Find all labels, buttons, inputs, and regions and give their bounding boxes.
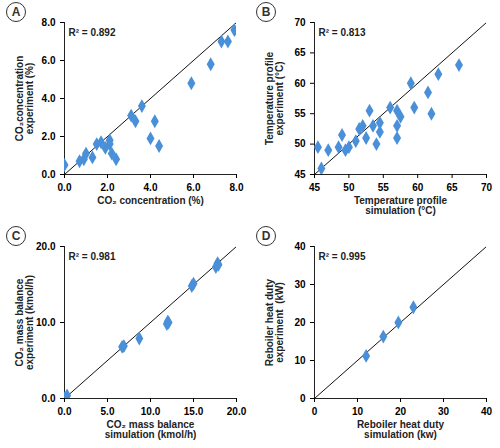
- svg-text:20: 20: [294, 317, 306, 328]
- svg-text:0: 0: [312, 406, 318, 417]
- svg-text:Reboiler heat dutyexperiment: Reboiler heat dutyexperiment (kW): [264, 278, 285, 366]
- svg-text:Reboiler heat dutysimulation (: Reboiler heat dutysimulation (kw): [357, 419, 445, 440]
- html-text:B: B: [261, 5, 271, 19]
- svg-text:6.0: 6.0: [187, 182, 201, 193]
- svg-text:70: 70: [294, 17, 306, 28]
- svg-text:Temperature profileexperiment: Temperature profileexperiment (°C): [264, 51, 285, 145]
- svg-text:6.0: 6.0: [42, 55, 56, 66]
- svg-text:2.0: 2.0: [42, 131, 56, 142]
- svg-text:10.0: 10.0: [36, 317, 56, 328]
- svg-text:R² = 0.813: R² = 0.813: [319, 27, 366, 38]
- svg-text:0: 0: [300, 393, 306, 404]
- svg-text:5.0: 5.0: [101, 406, 115, 417]
- svg-text:8.0: 8.0: [230, 182, 244, 193]
- svg-text:45: 45: [294, 169, 306, 180]
- svg-text:10: 10: [294, 355, 306, 366]
- svg-text:40: 40: [481, 406, 493, 417]
- svg-text:50: 50: [343, 182, 355, 193]
- svg-text:Temperature profilesimulation: Temperature profilesimulation (°C): [354, 195, 448, 216]
- svg-text:0.0: 0.0: [58, 406, 72, 417]
- svg-text:4.0: 4.0: [42, 93, 56, 104]
- svg-text:65: 65: [447, 182, 459, 193]
- svg-text:CO₂ mass balanceexperiment (km: CO₂ mass balanceexperiment (kmol/h): [14, 275, 35, 370]
- svg-text:50: 50: [294, 138, 306, 149]
- svg-text:70: 70: [481, 182, 493, 193]
- svg-text:55: 55: [378, 182, 390, 193]
- svg-text:0.0: 0.0: [58, 182, 72, 193]
- html-text:A: A: [11, 5, 21, 19]
- svg-text:10.0: 10.0: [141, 406, 161, 417]
- svg-text:R² = 0.995: R² = 0.995: [319, 251, 366, 262]
- svg-text:30: 30: [294, 279, 306, 290]
- svg-text:8.0: 8.0: [42, 17, 56, 28]
- svg-text:15.0: 15.0: [184, 406, 204, 417]
- svg-text:CO₂ mass balancesimulation (km: CO₂ mass balancesimulation (kmol/h): [105, 419, 197, 440]
- svg-text:20.0: 20.0: [36, 241, 56, 252]
- svg-text:20.0: 20.0: [227, 406, 247, 417]
- svg-text:0.0: 0.0: [42, 393, 56, 404]
- svg-text:60: 60: [294, 78, 306, 89]
- svg-text:CO₂concentrationexperiment (%): CO₂concentrationexperiment (%): [14, 56, 35, 142]
- svg-text:R² = 0.892: R² = 0.892: [69, 27, 116, 38]
- svg-text:CO₂ concentration (%): CO₂ concentration (%): [97, 195, 204, 206]
- svg-text:60: 60: [412, 182, 424, 193]
- svg-text:55: 55: [294, 108, 306, 119]
- svg-text:0.0: 0.0: [42, 169, 56, 180]
- svg-text:20: 20: [395, 406, 407, 417]
- html-text:C: C: [11, 229, 21, 243]
- svg-text:30: 30: [438, 406, 450, 417]
- svg-text:2.0: 2.0: [101, 182, 115, 193]
- svg-text:65: 65: [294, 47, 306, 58]
- svg-text:45: 45: [309, 182, 321, 193]
- svg-text:4.0: 4.0: [144, 182, 158, 193]
- html-text:D: D: [261, 229, 271, 243]
- svg-text:R² = 0.981: R² = 0.981: [69, 251, 116, 262]
- svg-text:10: 10: [352, 406, 364, 417]
- svg-text:40: 40: [294, 241, 306, 252]
